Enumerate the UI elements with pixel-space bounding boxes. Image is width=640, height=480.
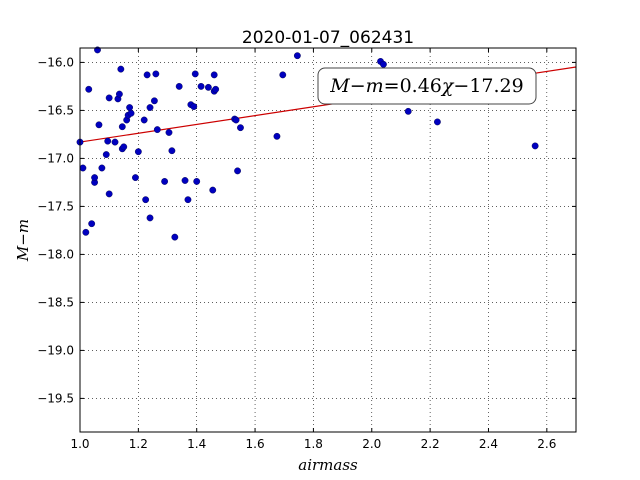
data-point [134, 148, 142, 156]
data-point [197, 83, 205, 90]
x-tick-label: 1.8 [304, 437, 323, 451]
data-point [232, 116, 240, 124]
y-tick-label: −18.0 [37, 247, 74, 261]
data-point [85, 85, 93, 93]
y-tick-label: −16.0 [37, 55, 74, 69]
data-point [434, 118, 441, 126]
data-point [161, 178, 169, 185]
x-tick-label: 1.0 [70, 437, 89, 451]
data-point [165, 129, 173, 136]
equation-part: M [329, 75, 350, 97]
equation-part: m [366, 75, 384, 97]
data-point [273, 132, 281, 140]
y-tick-label: −17.0 [37, 151, 74, 165]
fit-equation: M−m=0.46χ−17.29 [329, 75, 524, 97]
data-point [118, 123, 126, 131]
chart-title: 2020-01-07_062431 [242, 28, 414, 48]
x-tick-label: 1.4 [187, 437, 206, 451]
data-point [531, 142, 539, 150]
x-tick-label: 1.2 [129, 437, 148, 451]
data-point [140, 116, 148, 124]
data-point [104, 137, 112, 145]
data-point [127, 109, 135, 117]
data-point [146, 104, 154, 111]
data-point [210, 71, 218, 79]
data-point [234, 167, 241, 175]
data-point [102, 151, 110, 158]
equation-part: χ [440, 75, 455, 97]
data-point [190, 103, 198, 110]
data-point [82, 228, 90, 236]
data-point [146, 214, 154, 222]
data-point [98, 164, 106, 172]
axis-ticks [79, 48, 576, 432]
data-point [191, 70, 199, 78]
data-point [132, 174, 139, 182]
data-point [79, 164, 87, 172]
data-point [143, 71, 151, 79]
data-point [115, 90, 123, 98]
equation-part: −17.29 [453, 75, 523, 97]
data-point [105, 190, 113, 198]
data-point [88, 220, 96, 228]
y-tick-label: −19.0 [37, 343, 74, 357]
data-point [380, 60, 387, 68]
data-point [184, 196, 192, 204]
data-point [111, 138, 119, 146]
data-point [142, 196, 150, 204]
y-axis-label: M−m [14, 219, 32, 262]
data-point [168, 147, 176, 155]
plot-frame [79, 47, 577, 433]
x-tick-label: 2.0 [362, 437, 381, 451]
data-point [193, 178, 201, 185]
data-point [120, 143, 128, 151]
equation-part: − [350, 75, 366, 97]
equation-part: =0.46 [384, 75, 442, 97]
data-point [153, 126, 161, 134]
data-point [171, 233, 179, 241]
data-point [293, 52, 301, 60]
data-point [209, 186, 217, 194]
data-point [175, 83, 183, 90]
data-point [152, 70, 160, 78]
fit-equation-frame [317, 67, 537, 105]
data-point [181, 177, 189, 184]
x-axis-label: airmass [298, 456, 358, 474]
data-point [126, 104, 134, 111]
grid [80, 48, 576, 432]
data-points [76, 46, 539, 241]
data-point [212, 85, 220, 93]
data-point [91, 174, 98, 182]
y-tick-label: −19.5 [37, 391, 74, 405]
fit-equation-box: M−m=0.46χ−17.29 [317, 67, 537, 105]
x-tick-label: 2.2 [421, 437, 440, 451]
data-point [279, 71, 287, 79]
data-point [117, 65, 125, 73]
data-point [105, 94, 113, 102]
data-point [204, 83, 212, 91]
y-tick-label: −18.5 [37, 295, 74, 309]
y-tick-labels: −16.0 −16.5 −17.0 −17.5 −18.0 −18.5 −19.0 −19.5 [37, 55, 74, 405]
y-tick-label: −17.5 [37, 199, 74, 213]
data-point [150, 97, 158, 105]
x-tick-label: 2.6 [537, 437, 556, 451]
data-point [404, 107, 412, 115]
x-tick-label: 1.6 [246, 437, 265, 451]
data-point [95, 121, 103, 129]
data-point [237, 124, 244, 132]
x-tick-labels: 1.0 1.2 1.4 1.6 1.8 2.0 2.2 2.4 2.6 [70, 437, 556, 451]
y-tick-label: −16.5 [37, 103, 74, 117]
x-tick-label: 2.4 [479, 437, 498, 451]
